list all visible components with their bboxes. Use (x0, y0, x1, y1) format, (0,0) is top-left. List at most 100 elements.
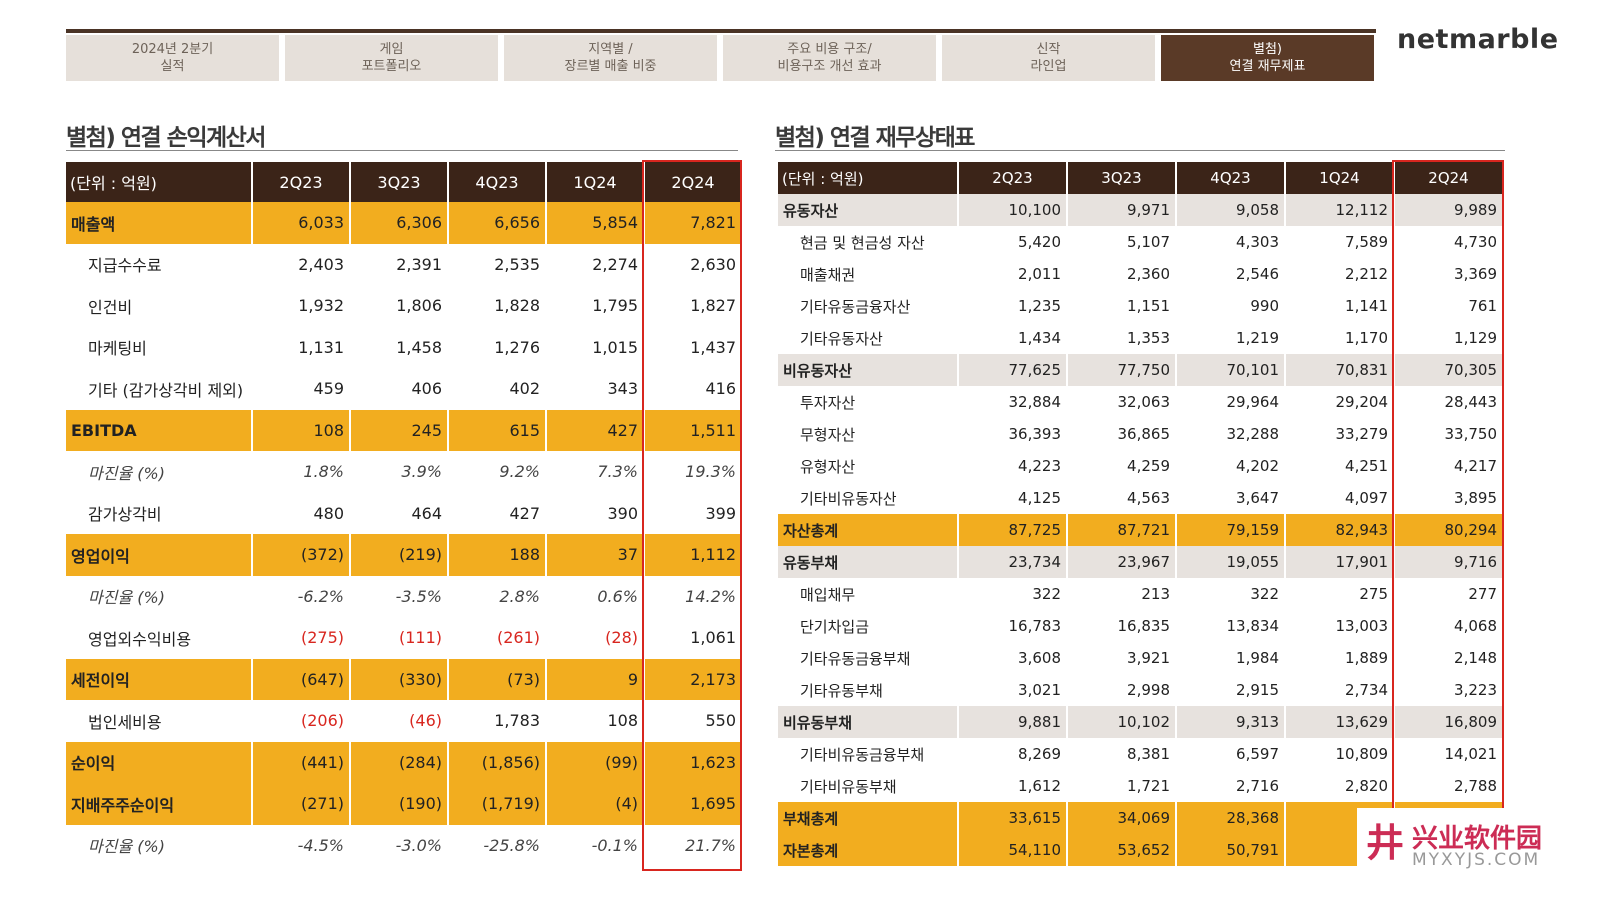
cell-value: 10,102 (1067, 706, 1177, 738)
table-row: 기타유동부채 3,021 2,998 2,915 2,734 3,223 (778, 674, 1504, 706)
table-row: 감가상각비 480 464 427 390 399 (66, 492, 743, 534)
cell-value: 1,828 (448, 285, 547, 327)
cell-value: 54,110 (958, 834, 1068, 866)
cell-value: 32,288 (1176, 418, 1286, 450)
row-label: 지급수수료 (66, 243, 253, 285)
row-label: 인건비 (66, 285, 253, 327)
row-label: 지배주주순이익 (66, 783, 253, 825)
cell-value: 9,989 (1394, 194, 1504, 226)
nav-tab-2[interactable]: 게임 포트폴리오 (285, 35, 498, 81)
nav-tab-line1: 게임 (379, 42, 404, 57)
row-label: 마케팅비 (66, 326, 253, 368)
row-label: 기타유동금융부채 (778, 642, 959, 674)
cell-value: 7,589 (1285, 226, 1395, 258)
nav-tab-line1: 별첨) (1253, 42, 1282, 57)
table-row: 단기차입금 16,783 16,835 13,834 13,003 4,068 (778, 610, 1504, 642)
table-row: 기타유동금융자산 1,235 1,151 990 1,141 761 (778, 290, 1504, 322)
cell-value: 4,730 (1394, 226, 1504, 258)
cell-value: 8,269 (958, 738, 1068, 770)
cell-value: 9,971 (1067, 194, 1177, 226)
row-label: EBITDA (66, 409, 253, 451)
cell-value: 4,125 (958, 482, 1068, 514)
cell-value: 480 (252, 492, 351, 534)
table-row: EBITDA 108 245 615 427 1,511 (66, 409, 743, 451)
cell-value: 0.6% (546, 575, 645, 617)
table-row: 자산총계 87,725 87,721 79,159 82,943 80,294 (778, 514, 1504, 546)
cell-value: (219) (350, 534, 449, 576)
cell-value: -3.0% (350, 824, 449, 866)
cell-value: 8,381 (1067, 738, 1177, 770)
cell-value: 1,458 (350, 326, 449, 368)
nav-tab-line2: 실적 (160, 59, 185, 74)
cell-value: 1,235 (958, 290, 1068, 322)
cell-value: 77,625 (958, 354, 1068, 386)
cell-value: (261) (448, 617, 547, 659)
cell-value: 108 (546, 700, 645, 742)
cell-value: 406 (350, 368, 449, 410)
cell-value: 213 (1067, 578, 1177, 610)
cell-value: 10,809 (1285, 738, 1395, 770)
row-label: 자본총계 (778, 834, 959, 866)
cell-value: 3,021 (958, 674, 1068, 706)
cell-value: 2,546 (1176, 258, 1286, 290)
column-header-2q24: 2Q24 (644, 162, 743, 202)
nav-tab-1[interactable]: 2024년 2분기 실적 (66, 35, 279, 81)
table-row: 순이익 (441) (284) (1,856) (99) 1,623 (66, 741, 743, 783)
nav-tab-3[interactable]: 지역별 / 장르별 매출 비중 (504, 35, 717, 81)
cell-value: (284) (350, 741, 449, 783)
cell-value: -4.5% (252, 824, 351, 866)
row-label: 매출채권 (778, 258, 959, 290)
cell-value: 427 (546, 409, 645, 451)
cell-value: 3,921 (1067, 642, 1177, 674)
cell-value: 28,368 (1176, 802, 1286, 834)
cell-value: 9,058 (1176, 194, 1286, 226)
row-label: 무형자산 (778, 418, 959, 450)
cell-value: 17,901 (1285, 546, 1395, 578)
column-header-2q23: 2Q23 (958, 162, 1068, 194)
nav-tab-4[interactable]: 주요 비용 구조/비용구조 개선 효과 (723, 35, 936, 81)
cell-value: 33,615 (958, 802, 1068, 834)
row-label: 유형자산 (778, 450, 959, 482)
cell-value: 245 (350, 409, 449, 451)
row-label: 법인세비용 (66, 700, 253, 742)
cell-value: 343 (546, 368, 645, 410)
row-label: 현금 및 현금성 자산 (778, 226, 959, 258)
table-row: 현금 및 현금성 자산 5,420 5,107 4,303 7,589 4,730 (778, 226, 1504, 258)
cell-value: 32,884 (958, 386, 1068, 418)
table-row: 마케팅비 1,131 1,458 1,276 1,015 1,437 (66, 326, 743, 368)
column-header-3q23: 3Q23 (1067, 162, 1177, 194)
row-label: 기타비유동금융부채 (778, 738, 959, 770)
cell-value: 1,219 (1176, 322, 1286, 354)
cell-value: 2,998 (1067, 674, 1177, 706)
row-label: 영업이익 (66, 534, 253, 576)
cell-value: 70,831 (1285, 354, 1395, 386)
watermark-url: MYXYJS.COM (1412, 850, 1541, 870)
table-row: 기타비유동부채 1,612 1,721 2,716 2,820 2,788 (778, 770, 1504, 802)
cell-value: 9 (546, 658, 645, 700)
balance-sheet-table: (단위 : 억원) 2Q23 3Q23 4Q23 1Q24 2Q24 유동자산 10,100… (778, 162, 1504, 866)
nav-tab-5[interactable]: 신작 라인업 (942, 35, 1155, 81)
cell-value: 3.9% (350, 451, 449, 493)
cell-value: 3,895 (1394, 482, 1504, 514)
cell-value: 5,107 (1067, 226, 1177, 258)
cell-value: 1,721 (1067, 770, 1177, 802)
cell-value: 2,734 (1285, 674, 1395, 706)
cell-value: 9,881 (958, 706, 1068, 738)
cell-value: (1,856) (448, 741, 547, 783)
nav-tab-6[interactable]: 별첨) 연결 재무제표 (1161, 35, 1374, 81)
table-row: 지배주주순이익 (271) (190) (1,719) (4) 1,695 (66, 783, 743, 825)
cell-value: 1,984 (1176, 642, 1286, 674)
cell-value: 4,259 (1067, 450, 1177, 482)
row-label: 비유동자산 (778, 354, 959, 386)
brand-logo: netmarble (1397, 24, 1559, 55)
cell-value: 1,889 (1285, 642, 1395, 674)
cell-value: 2,403 (252, 243, 351, 285)
cell-value: 1,353 (1067, 322, 1177, 354)
cell-value: 1,795 (546, 285, 645, 327)
cell-value: 1,151 (1067, 290, 1177, 322)
row-label: 매출액 (66, 202, 253, 244)
row-label: 부채총계 (778, 802, 959, 834)
column-header-2q24: 2Q24 (1394, 162, 1504, 194)
